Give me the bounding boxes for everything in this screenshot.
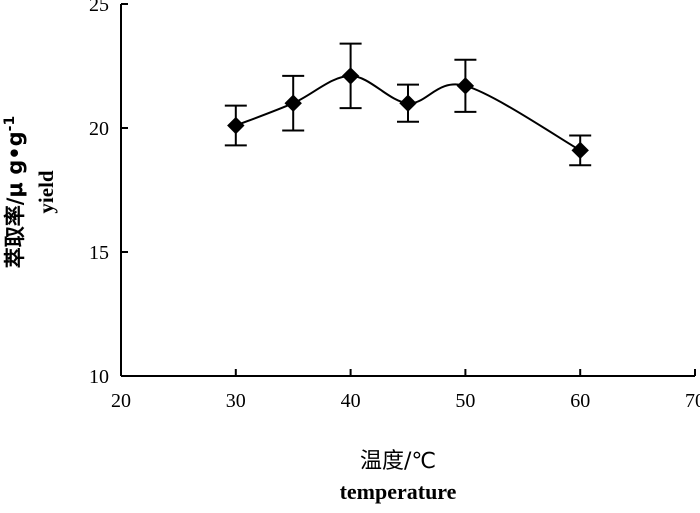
data-point-marker [571,141,589,160]
x-tick-label: 50 [455,390,475,412]
x-axis-title-en: temperature [340,479,457,504]
data-point-marker [399,94,417,112]
data-point-marker [341,67,360,85]
y-tick-label: 25 [89,0,109,16]
axes: 20 30 40 50 60 70 10 15 20 25 [89,0,700,412]
x-tick-label: 60 [570,390,590,412]
y-axis-title-cn: 萃取率/μ g•g-1 [2,116,27,268]
data-point-marker [227,116,245,135]
x-tick-label: 30 [226,390,246,412]
x-tick-label: 40 [341,390,361,412]
y-axis-title-cn-group: 萃取率/μ g•g-1 [2,116,27,268]
data-point-marker [456,77,475,95]
y-tick-label: 15 [89,242,109,264]
y-axis-title-cn-main: 萃取率/μ g•g [3,131,27,268]
data-point-marker [284,94,302,112]
x-tick-label: 20 [111,390,131,412]
series-layer [224,42,592,167]
x-axis-title-cn: 温度/℃ [360,449,436,474]
y-tick-label: 20 [89,118,109,140]
y-axis-title-en: yield [34,170,58,213]
y-tick-label: 10 [89,366,109,388]
x-tick-label: 70 [685,390,700,412]
y-axis-title-en-group: yield [34,170,58,213]
y-axis-title-cn-superscript: -1 [2,116,18,132]
